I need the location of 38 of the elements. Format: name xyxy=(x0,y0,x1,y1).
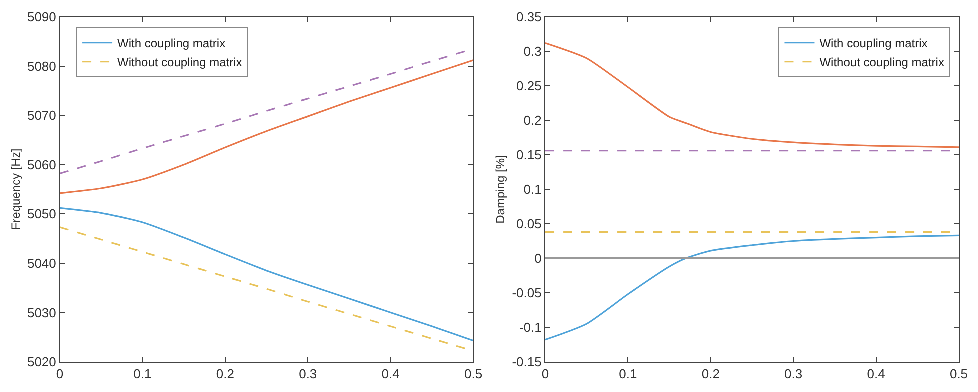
x-tick-label: 0.1 xyxy=(134,366,152,382)
y-tick-label: 5090 xyxy=(27,10,56,25)
y-tick-label: 5080 xyxy=(27,58,56,74)
y-tick-label: 0.15 xyxy=(516,148,542,163)
y-tick-label: 0.3 xyxy=(524,44,542,60)
y-tick-label: -0.05 xyxy=(512,286,542,301)
x-tick-label: 0.3 xyxy=(299,366,318,382)
y-tick-label: 5020 xyxy=(27,354,56,370)
legend-label: With coupling matrix xyxy=(820,36,928,51)
x-tick-label: 0.1 xyxy=(619,366,638,382)
y-tick-label: 0.1 xyxy=(524,182,542,198)
legend-label: Without coupling matrix xyxy=(820,56,944,70)
y-tick-label: 5070 xyxy=(27,108,56,124)
y-tick-label: -0.15 xyxy=(512,354,542,370)
y-tick-label: 0.35 xyxy=(516,10,542,25)
line-series xyxy=(60,207,474,342)
y-tick-label: 0.2 xyxy=(524,113,542,128)
legend-label: Without coupling matrix xyxy=(118,56,242,70)
line-series xyxy=(60,60,474,194)
y-axis-title: Damping [%] xyxy=(494,155,508,224)
legend-label: With coupling matrix xyxy=(118,36,226,51)
y-tick-label: 5040 xyxy=(27,256,56,271)
x-tick-label: 0.4 xyxy=(382,366,400,382)
x-tick-label: 0.2 xyxy=(216,366,234,382)
y-axis-title: Frequency [Hz] xyxy=(8,148,23,230)
y-tick-label: 5060 xyxy=(27,157,56,172)
x-tick-label: 0.5 xyxy=(464,366,483,382)
y-tick-label: -0.1 xyxy=(519,320,542,336)
x-tick-label: 0.5 xyxy=(950,366,968,382)
y-tick-label: 5050 xyxy=(27,206,56,222)
x-tick-label: 0.4 xyxy=(867,366,886,382)
y-tick-label: 0.25 xyxy=(516,78,542,94)
y-tick-label: 5030 xyxy=(27,305,56,320)
x-tick-label: 0.2 xyxy=(702,366,720,382)
y-tick-label: 0 xyxy=(534,251,542,266)
x-tick-label: 0.3 xyxy=(784,366,803,382)
y-tick-label: 0.05 xyxy=(516,216,542,232)
line-series xyxy=(545,234,959,341)
